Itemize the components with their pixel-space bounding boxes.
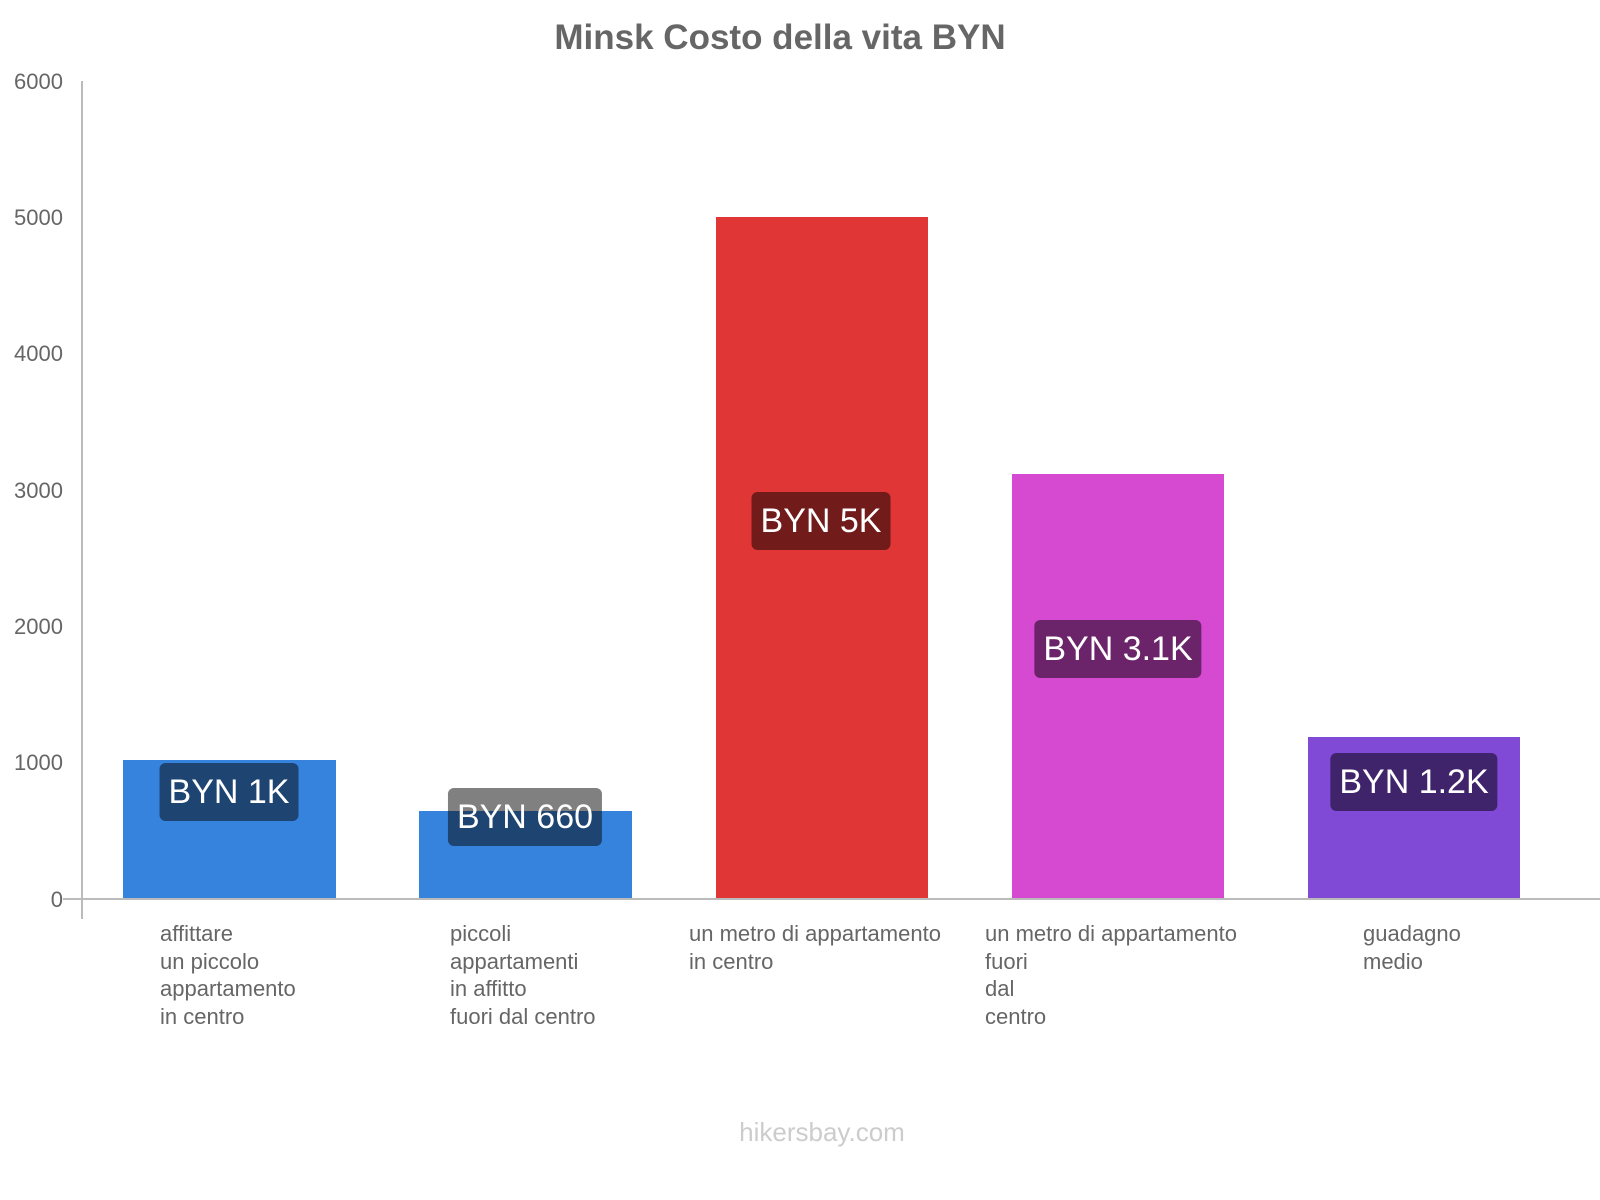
value-label-bar-3: BYN 5K xyxy=(751,492,891,550)
x-label-sqm-center: un metro di appartamento in centro xyxy=(689,921,941,974)
y-axis-tick-4000: 4000 xyxy=(14,341,63,366)
x-label-rent-small-apartment-outside: piccoli appartamenti in affitto fuori da… xyxy=(450,921,596,1029)
y-axis-tick-2000: 2000 xyxy=(14,614,63,639)
bar-sqm-outside xyxy=(1012,474,1224,899)
value-label-bar-5: BYN 1.2K xyxy=(1330,753,1498,811)
x-label-average-salary: guadagno medio xyxy=(1363,921,1461,974)
x-axis-line xyxy=(63,898,1600,900)
chart-title: Minsk Costo della vita BYN xyxy=(554,18,1006,57)
y-axis-tick-1000: 1000 xyxy=(14,750,63,775)
y-axis-line xyxy=(81,81,83,919)
value-label-bar-1: BYN 1K xyxy=(159,763,299,821)
x-label-sqm-outside: un metro di appartamento fuori dal centr… xyxy=(985,921,1237,1029)
y-axis-tick-3000: 3000 xyxy=(14,478,63,503)
value-label-bar-4: BYN 3.1K xyxy=(1034,620,1202,678)
bar-sqm-center xyxy=(716,217,928,899)
y-axis-tick-0: 0 xyxy=(50,887,63,912)
x-label-rent-small-apartment-center: affittare un piccolo appartamento in cen… xyxy=(160,921,296,1029)
y-axis-tick-5000: 5000 xyxy=(14,205,63,230)
value-label-bar-2: BYN 660 xyxy=(447,788,603,846)
watermark: hikersbay.com xyxy=(739,1117,905,1147)
y-axis-tick-6000: 6000 xyxy=(14,69,63,94)
